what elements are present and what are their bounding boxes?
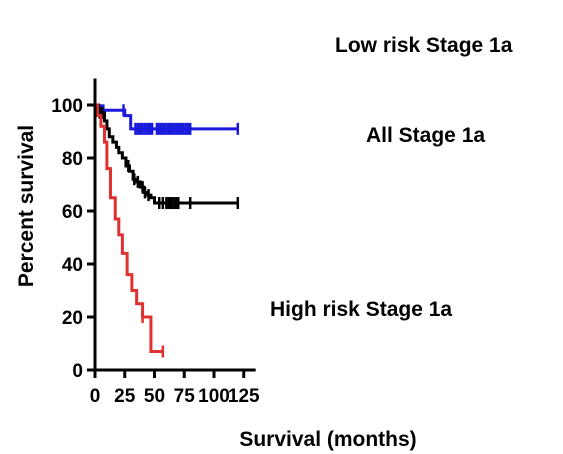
x-tick-label: 25 [114,386,136,407]
survival-curves [95,103,240,358]
annotation-low-risk: Low risk Stage 1a [335,34,513,57]
x-tick-label: 100 [198,386,230,407]
y-tick-label: 20 [62,308,83,329]
y-tick-label: 100 [51,96,83,117]
y-tick-label: 0 [72,361,83,382]
annotation-all: All Stage 1a [366,124,485,147]
x-tick-label: 75 [174,386,196,407]
annotation-high-risk: High risk Stage 1a [270,298,452,321]
series-2 [95,103,165,358]
series-0 [95,103,240,135]
y-axis-title: Percent survival [15,125,38,287]
survival-curve [95,103,163,353]
y-tick-label: 40 [62,255,83,276]
survival-curve [95,103,238,205]
x-tick-label: 125 [228,386,260,407]
series-1 [95,103,240,210]
y-tick-label: 60 [62,202,83,223]
y-tick-label: 80 [62,149,83,170]
x-axis-title: Survival (months) [239,428,416,451]
x-tick-label: 0 [90,386,101,407]
x-tick-label: 50 [144,386,165,407]
axes [93,78,256,372]
